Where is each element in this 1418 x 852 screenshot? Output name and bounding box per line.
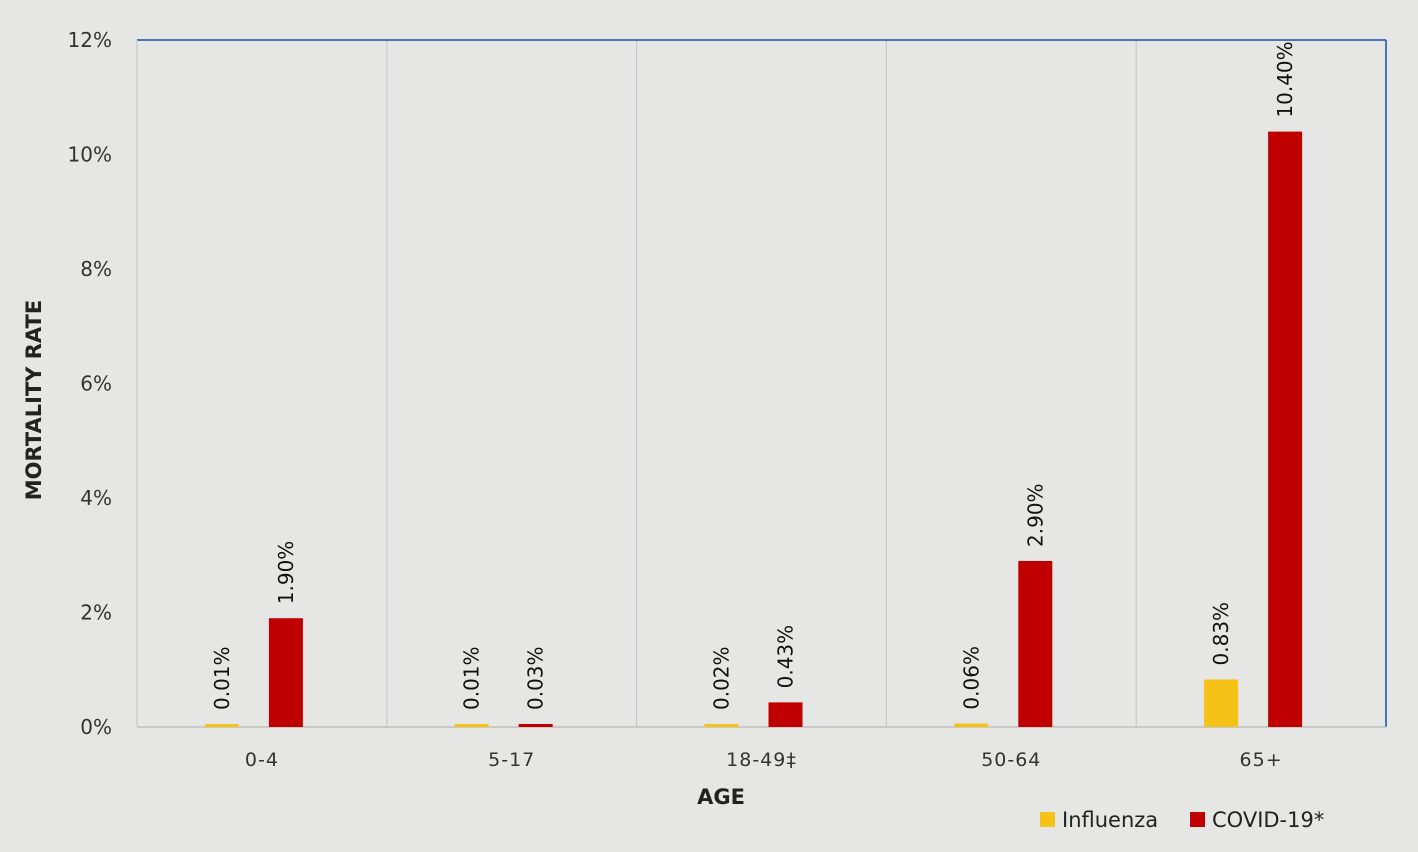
data-label: 0.03% (524, 646, 548, 710)
y-tick-label: 8% (80, 257, 112, 281)
x-tick-label: 0-4 (245, 749, 279, 771)
y-tick-label: 6% (80, 372, 112, 396)
bar-covid-1 (518, 724, 553, 727)
bar-influenza-1 (454, 724, 489, 727)
x-tick-label: 65+ (1240, 749, 1283, 771)
data-label: 0.43% (774, 625, 798, 689)
legend-swatch-influenza (1040, 812, 1055, 827)
bar-influenza-3 (954, 723, 989, 727)
bar-covid-4 (1268, 131, 1303, 728)
x-tick-label: 50-64 (981, 749, 1041, 771)
data-label: 0.06% (959, 646, 983, 710)
data-label: 0.01% (460, 646, 484, 710)
bar-covid-2 (768, 702, 803, 727)
data-label: 0.83% (1209, 602, 1233, 666)
data-label: 1.90% (274, 541, 298, 605)
bar-influenza-0 (204, 724, 239, 727)
bar-influenza-4 (1204, 679, 1239, 727)
y-tick-label: 2% (80, 601, 112, 625)
bar-influenza-2 (704, 724, 739, 727)
legend-label: Influenza (1062, 808, 1158, 832)
bar-covid-3 (1018, 560, 1053, 727)
y-tick-label: 12% (68, 28, 112, 52)
data-label: 2.90% (1023, 483, 1047, 547)
y-tick-label: 0% (80, 715, 112, 739)
y-axis-title: MORTALITY RATE (22, 300, 46, 500)
data-label: 0.02% (710, 646, 734, 710)
bar-covid-0 (268, 618, 303, 727)
x-tick-label: 5-17 (488, 749, 535, 771)
legend-swatch-covid (1190, 812, 1205, 827)
data-label: 0.01% (210, 646, 234, 710)
x-tick-label: 18-49‡ (726, 749, 797, 771)
x-axis-title: AGE (697, 785, 745, 809)
legend-label: COVID-19* (1212, 808, 1324, 832)
y-tick-label: 4% (80, 486, 112, 510)
y-tick-label: 10% (68, 143, 112, 167)
data-label: 10.40% (1273, 41, 1297, 117)
